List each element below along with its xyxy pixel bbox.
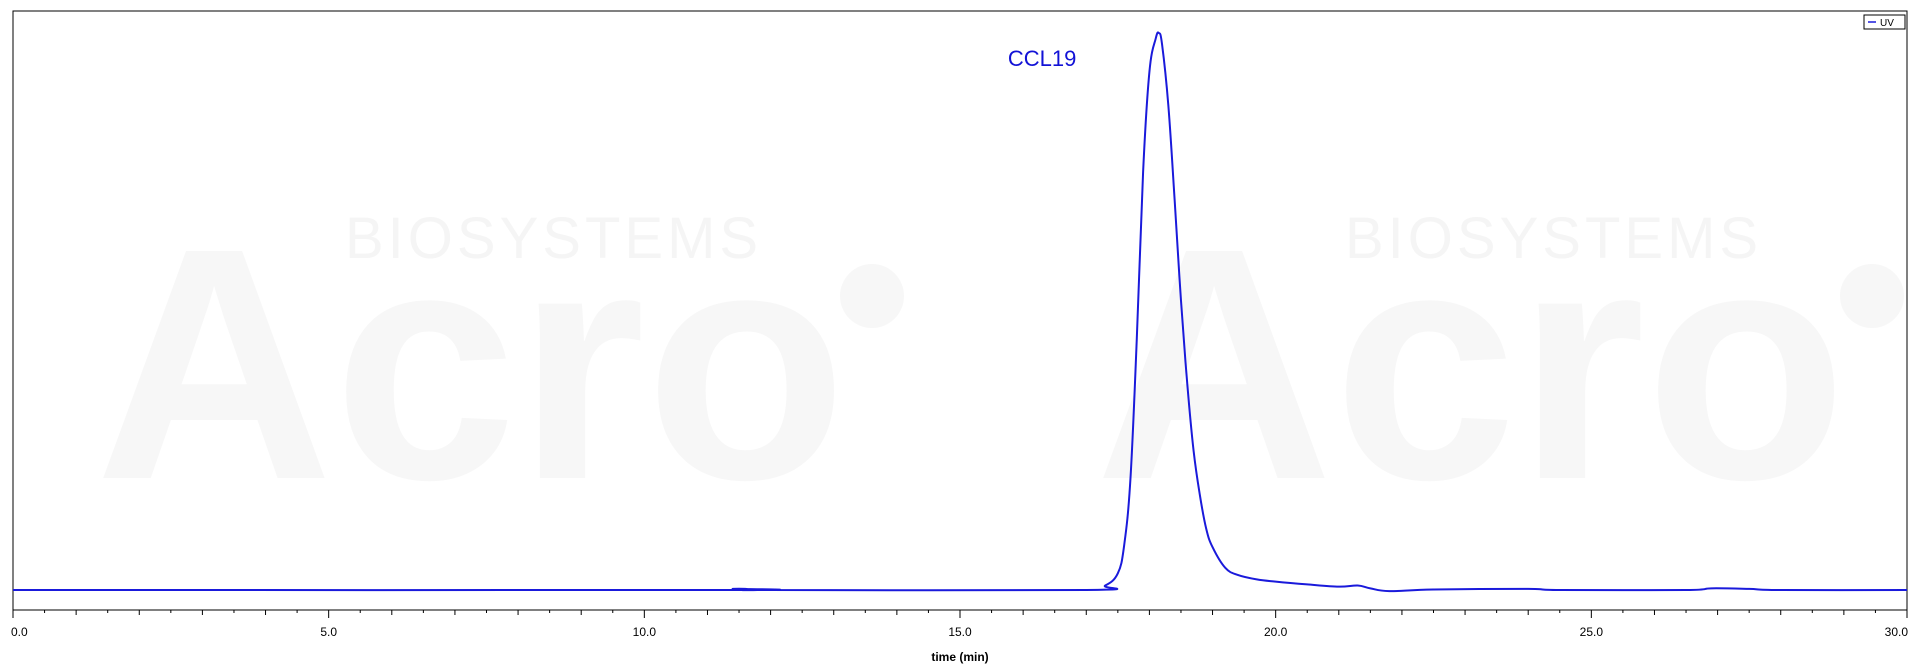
x-tick-label: 10.0 bbox=[633, 625, 657, 639]
legend-label-uv: UV bbox=[1880, 18, 1894, 29]
watermark-text-1: Acro bbox=[95, 179, 847, 548]
watermark-text-2: Acro bbox=[1095, 179, 1847, 548]
x-tick-label: 15.0 bbox=[948, 625, 972, 639]
uv-series-line bbox=[12, 31, 1908, 593]
x-tick-label: 20.0 bbox=[1264, 625, 1288, 639]
x-tick-label: 30.0 bbox=[1885, 625, 1909, 639]
x-tick-label: 0.0 bbox=[11, 625, 28, 639]
x-axis-title: time (min) bbox=[931, 650, 988, 664]
watermark-dot-1 bbox=[840, 264, 904, 328]
legend-box bbox=[1863, 14, 1906, 30]
watermark-subtext-1: BIOSYSTEMS bbox=[345, 206, 762, 271]
legend: UV bbox=[1863, 14, 1906, 30]
x-tick-label: 25.0 bbox=[1580, 625, 1604, 639]
x-axis: 0.0 5.0 10.0 15.0 20.0 25.0 30.0 bbox=[11, 610, 1908, 639]
peak-label-ccl19: CCL19 bbox=[1008, 46, 1076, 71]
watermark-dot-2 bbox=[1840, 264, 1904, 328]
watermark: BIOSYSTEMS Acro BIOSYSTEMS Acro bbox=[95, 179, 1904, 548]
watermark-subtext-2: BIOSYSTEMS bbox=[1345, 206, 1762, 271]
x-tick-label: 5.0 bbox=[320, 625, 337, 639]
